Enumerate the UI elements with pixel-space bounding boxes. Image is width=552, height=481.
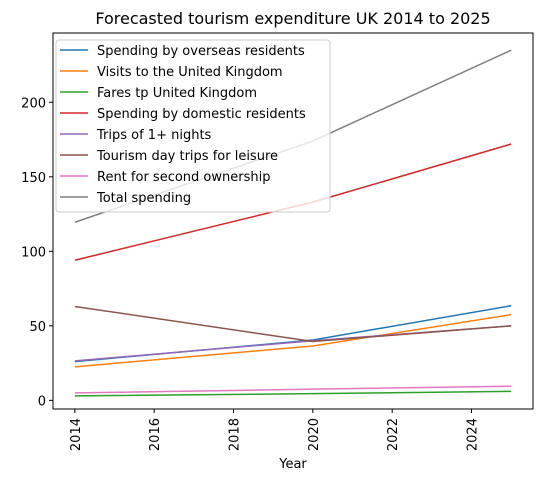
series-line-2 (74, 390, 512, 397)
series-line-5 (74, 305, 512, 343)
y-tick-label-3: 150 (21, 171, 46, 186)
legend-label-5: Tourism day trips for leisure (96, 149, 278, 164)
legend-label-2: Fares tp United Kingdom (97, 86, 257, 101)
x-tick-label-4: 2022 (386, 418, 401, 451)
x-tick-label-3: 2020 (307, 418, 322, 451)
plot-frame (52, 32, 534, 410)
chart-title: Forecasted tourism expenditure UK 2014 t… (95, 9, 490, 28)
x-tick-label-0: 2014 (69, 418, 84, 451)
x-tick-label-5: 2024 (466, 418, 481, 451)
legend-label-0: Spending by overseas residents (97, 44, 305, 59)
legend-label-3: Spending by domestic residents (97, 107, 306, 122)
legend: Spending by overseas residents Visits to … (55, 39, 331, 213)
y-tick-label-4: 200 (21, 96, 46, 111)
x-tick-label-2: 2018 (227, 418, 242, 451)
series-line-6 (74, 385, 512, 394)
x-axis-title: Year (278, 457, 307, 472)
y-tick-label-0: 0 (38, 394, 46, 409)
y-tick-label-1: 50 (29, 320, 46, 335)
legend-label-4: Trips of 1+ nights (96, 128, 212, 143)
legend-frame (55, 39, 331, 213)
legend-label-1: Visits to the United Kingdom (97, 65, 283, 80)
axis-layer: 2014 2016 2018 2020 2022 2024 0 50 100 150 200 (21, 96, 480, 451)
legend-label-6: Rent for second ownership (97, 170, 270, 185)
legend-label-7: Total spending (96, 191, 191, 206)
y-tick-label-2: 100 (21, 245, 46, 260)
x-tick-label-1: 2016 (148, 418, 163, 451)
series-line-1 (74, 313, 512, 368)
